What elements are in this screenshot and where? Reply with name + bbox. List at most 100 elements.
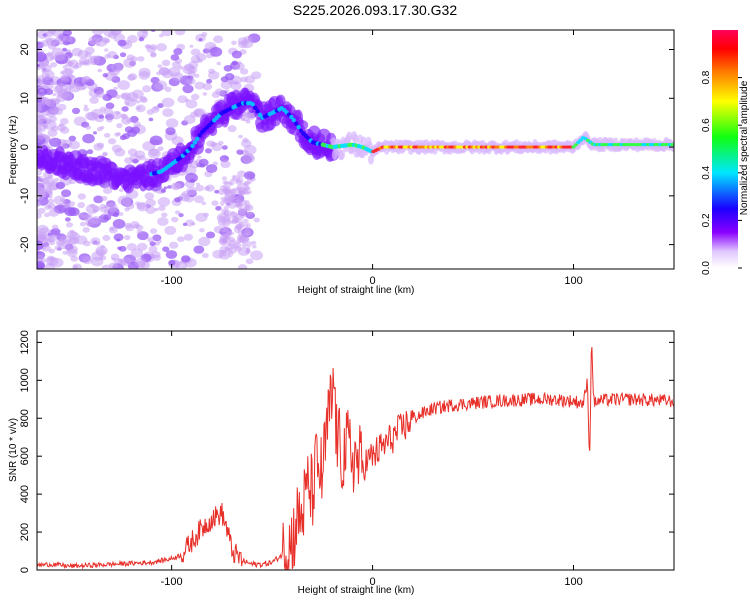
spectrogram-noise-blob bbox=[127, 148, 138, 156]
spectrogram-noise-blob bbox=[106, 89, 118, 99]
spectrogram-noise-blob bbox=[195, 182, 201, 186]
spectrogram-noise-blob bbox=[62, 30, 72, 37]
spectrogram-noise-blob bbox=[129, 115, 139, 123]
spectrogram-noise-blob bbox=[195, 33, 206, 43]
spectrogram-noise-blob bbox=[55, 181, 66, 189]
spectrogram-ridge-halo bbox=[346, 131, 353, 142]
spectrogram-noise-blob bbox=[81, 75, 91, 83]
spectrogram-noise-blob bbox=[202, 92, 208, 96]
snr-y-tick-label: 600 bbox=[19, 447, 31, 465]
spectrogram-noise-blob bbox=[236, 149, 244, 155]
spectrogram-noise-blob bbox=[110, 62, 124, 73]
spectrogram-noise-blob bbox=[156, 71, 161, 76]
spectrogram-ridge-core bbox=[576, 140, 581, 144]
spectrogram-noise-blob bbox=[167, 185, 172, 189]
spectrogram-noise-blob bbox=[226, 242, 234, 246]
spectrogram-noise-blob bbox=[244, 171, 256, 180]
spectrogram-noise-blob bbox=[37, 63, 40, 68]
spectrogram-noise-blob bbox=[246, 241, 253, 248]
spectrogram-noise-blob bbox=[204, 186, 211, 191]
spectrogram-noise-blob bbox=[235, 195, 242, 202]
spectrogram-noise-blob bbox=[161, 59, 171, 67]
spectrogram-noise-blob bbox=[124, 207, 130, 212]
spectrogram-noise-blob bbox=[222, 187, 231, 194]
spectrogram-noise-blob bbox=[237, 226, 242, 232]
spectrogram-noise-blob bbox=[71, 107, 81, 115]
snr-y-tick-label: 1200 bbox=[19, 330, 31, 354]
spectrogram-noise-blob bbox=[147, 237, 154, 243]
spectrogram-noise-blob bbox=[190, 93, 200, 101]
spectrogram-noise-blob bbox=[79, 221, 86, 227]
spectrogram-noise-blob bbox=[45, 256, 59, 267]
spectrogram-noise-blob bbox=[64, 67, 74, 76]
spectrogram-noise-blob bbox=[102, 234, 111, 242]
spectrogram-noise-blob bbox=[110, 30, 123, 36]
colorbar-tick-label: 0.2 bbox=[701, 213, 712, 227]
spectrogram-noise-blob bbox=[44, 212, 50, 218]
snr-x-axis-label: Height of straight line (km) bbox=[298, 585, 415, 596]
spectrogram-ridge-halo bbox=[352, 133, 359, 144]
spectrogram-ridge-core bbox=[571, 145, 576, 149]
spectrogram-noise-blob bbox=[218, 140, 224, 146]
spectrogram-noise-blob bbox=[174, 30, 186, 36]
spectrogram-noise-blob bbox=[99, 106, 107, 112]
spectrogram-ridge-halo bbox=[208, 125, 218, 137]
spectrogram-noise-blob bbox=[37, 254, 44, 261]
spectrogram-noise-blob bbox=[46, 109, 57, 118]
spectrogram-noise-blob bbox=[96, 126, 103, 132]
spectrogram-noise-blob bbox=[70, 255, 79, 262]
spectrogram-noise-blob bbox=[114, 94, 121, 99]
spectrogram-noise-blob bbox=[231, 60, 238, 66]
colorbar-tick-label: 0.4 bbox=[701, 165, 712, 179]
spectrogram-noise-blob bbox=[216, 61, 221, 66]
spectrogram-noise-blob bbox=[144, 192, 155, 200]
spectrogram-noise-blob bbox=[219, 249, 226, 254]
spectrogram-noise-blob bbox=[116, 123, 123, 129]
spectrogram-noise-blob bbox=[246, 211, 253, 216]
spectrogram-noise-blob bbox=[189, 44, 194, 48]
spectrogram-noise-blob bbox=[95, 248, 106, 257]
spectrogram-noise-blob bbox=[148, 117, 154, 122]
spectrogram-noise-blob bbox=[193, 195, 204, 204]
spectrogram-noise-blob bbox=[110, 253, 120, 261]
spectrogram-noise-blob bbox=[83, 107, 90, 112]
spectrogram-noise-blob bbox=[135, 224, 144, 231]
spectrogram-noise-blob bbox=[193, 245, 205, 254]
spectrogram-noise-blob bbox=[220, 160, 231, 169]
spectrogram-noise-blob bbox=[82, 133, 95, 144]
spectrogram-noise-blob bbox=[124, 126, 134, 134]
spectrogram-noise-blob bbox=[211, 91, 221, 99]
spectrogram-noise-blob bbox=[157, 239, 162, 244]
spectrogram-noise-blob bbox=[222, 180, 230, 185]
spectrogram-noise-blob bbox=[99, 255, 107, 261]
spectrogram-noise-blob bbox=[117, 246, 122, 250]
spectrogram-noise-blob bbox=[209, 47, 223, 57]
spectrogram-noise-blob bbox=[149, 241, 156, 247]
colorbar: 0.0 0.2 0.4 0.6 0.8 Normalized spectral ampl… bbox=[701, 30, 750, 275]
spectrogram-noise-blob bbox=[112, 219, 126, 229]
spectrogram-noise-blob bbox=[39, 89, 45, 93]
spectrogram-y-tick-label: 20 bbox=[19, 43, 31, 55]
spectrogram-noise-blob bbox=[198, 236, 211, 247]
spectrogram-noise-blob bbox=[231, 40, 237, 46]
spectrogram-noise-blob bbox=[121, 106, 129, 112]
spectrogram-noise-blob bbox=[91, 30, 104, 36]
spectrogram-noise-blob bbox=[68, 82, 82, 93]
snr-y-axis-label: SNR (10 * v/v) bbox=[8, 418, 19, 482]
snr-y-tick-label: 200 bbox=[19, 523, 31, 541]
spectrogram-noise-blob bbox=[50, 227, 61, 236]
snr-x-tick-label: -100 bbox=[161, 576, 183, 588]
spectrogram-noise-blob bbox=[72, 264, 78, 269]
spectrogram-noise-blob bbox=[48, 208, 60, 217]
spectrogram-noise-blob bbox=[130, 248, 144, 258]
spectrogram-noise-blob bbox=[74, 62, 82, 69]
spectrogram-noise-blob bbox=[221, 176, 228, 181]
spectrogram-noise-blob bbox=[41, 176, 55, 187]
spectrogram-noise-blob bbox=[102, 186, 113, 195]
spectrogram-noise-blob bbox=[206, 78, 213, 84]
spectrogram-noise-blob bbox=[244, 204, 251, 209]
spectrogram-noise-blob bbox=[48, 248, 55, 254]
spectrogram-noise-blob bbox=[241, 242, 248, 248]
colorbar-tick-label: 0.6 bbox=[701, 118, 712, 132]
spectrogram-noise-blob bbox=[85, 125, 92, 130]
